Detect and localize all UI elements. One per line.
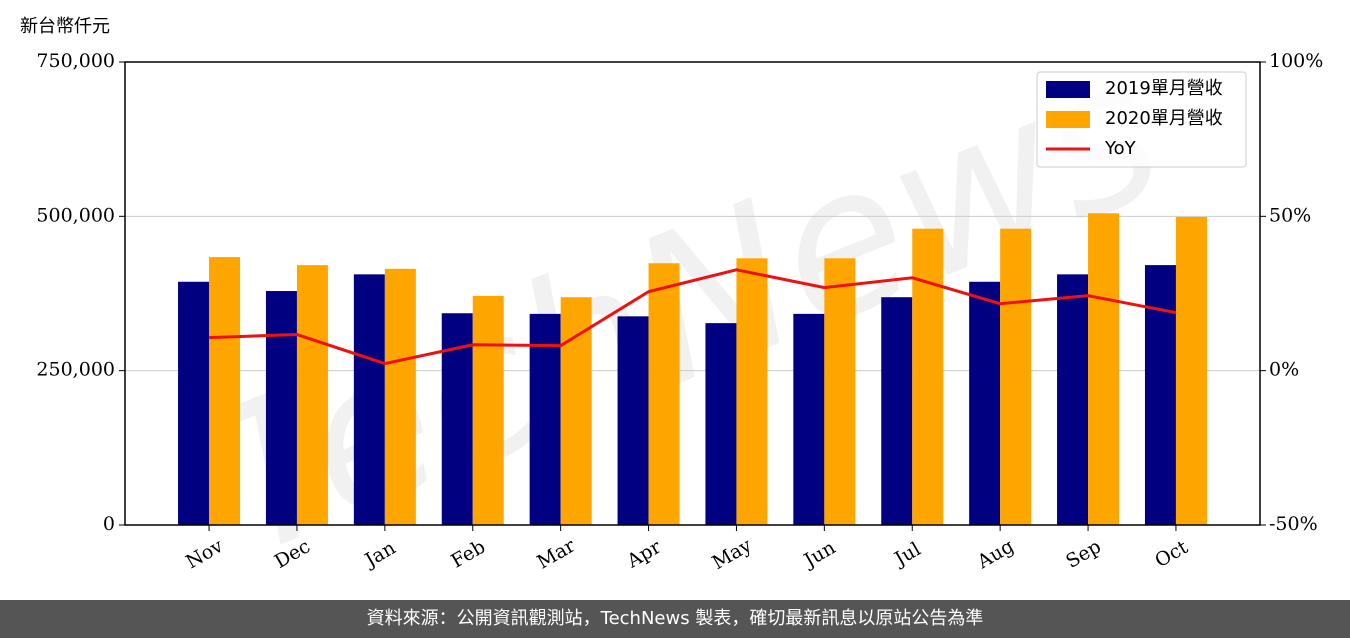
y2-tick-label: -50% xyxy=(1269,513,1318,535)
x-tick-label: Sep xyxy=(1062,535,1105,572)
x-tick-label: Mar xyxy=(533,534,579,573)
bar xyxy=(617,316,649,525)
bar xyxy=(1088,213,1120,525)
bar xyxy=(705,323,737,525)
footer: 資料來源：公開資訊觀測站，TechNews 製表，確切最新訊息以原站公告為準 xyxy=(0,600,1350,638)
page: {"chart_data": {"type": "bar_line", "yla… xyxy=(0,12,1350,638)
y-tick-label: 0 xyxy=(103,513,115,535)
bar xyxy=(1175,216,1207,525)
legend-label: 2019單月營收 xyxy=(1105,78,1223,99)
bar xyxy=(824,258,856,525)
y-tick-label: 750,000 xyxy=(36,50,115,72)
bar xyxy=(793,313,825,525)
legend-swatch xyxy=(1046,111,1090,128)
bar xyxy=(881,297,913,525)
bar xyxy=(353,274,385,525)
legend-swatch xyxy=(1046,81,1090,98)
x-tick-label: May xyxy=(708,534,755,574)
y-tick-label: 500,000 xyxy=(36,204,115,226)
bar xyxy=(472,295,504,525)
x-tick-label: Feb xyxy=(447,536,489,573)
bar xyxy=(648,263,680,525)
bar xyxy=(1000,228,1032,525)
y-tick-label: 250,000 xyxy=(36,359,115,381)
legend-label: 2020單月營收 xyxy=(1105,108,1223,129)
y2-tick-label: 50% xyxy=(1269,204,1311,226)
y2-tick-label: 100% xyxy=(1269,50,1323,72)
legend-label: YoY xyxy=(1104,138,1137,159)
y-axis-label: 新台幣仟元 xyxy=(20,16,110,37)
bar xyxy=(296,265,328,525)
x-tick-label: Oct xyxy=(1151,536,1192,572)
bar xyxy=(969,281,1001,525)
bar xyxy=(1057,274,1089,525)
bar xyxy=(178,281,210,525)
bar xyxy=(560,297,592,525)
bar xyxy=(529,313,561,525)
x-tick-label: Apr xyxy=(623,535,666,572)
bar xyxy=(736,258,768,525)
bar xyxy=(912,228,944,525)
plot-frame xyxy=(124,61,1261,526)
x-tick-label: Nov xyxy=(182,535,227,574)
bar xyxy=(209,257,241,525)
x-tick-label: Jun xyxy=(799,537,840,573)
x-tick-label: Aug xyxy=(973,535,1018,574)
bar xyxy=(265,291,297,525)
chart: 新台幣仟元 TechNews 0250,000500,000750,000-50… xyxy=(20,12,1323,602)
line xyxy=(208,268,1177,366)
x-tick-label: Jul xyxy=(889,538,924,571)
bar xyxy=(384,268,416,525)
y2-tick-label: 0% xyxy=(1269,359,1299,381)
bar xyxy=(1144,265,1176,525)
